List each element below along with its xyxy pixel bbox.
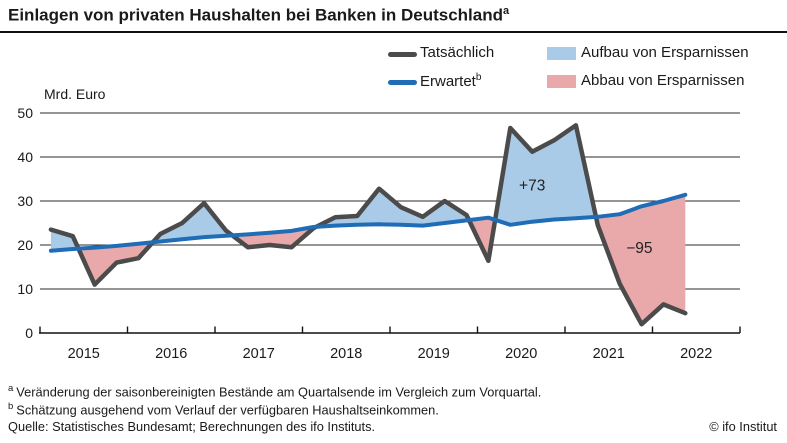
- savings-buildup-area: [495, 125, 596, 225]
- actual-line-swatch: [388, 52, 417, 57]
- y-axis-label: 0: [25, 325, 33, 341]
- page-title-text: Einlagen von privaten Haushalten bei Ban…: [8, 5, 503, 25]
- y-axis-label: 20: [17, 237, 33, 253]
- cumulative-annotation: +73: [519, 178, 545, 195]
- buildup-fill-swatch: [547, 47, 576, 60]
- page-title: Einlagen von privaten Haushalten bei Ban…: [8, 5, 509, 26]
- x-axis-label: 2015: [68, 346, 100, 362]
- copyright-note: © ifo Institut: [709, 419, 777, 434]
- x-axis-label: 2022: [680, 346, 712, 362]
- legend-row-1: Tatsächlich Aufbau von Ersparnissen: [0, 44, 787, 66]
- x-axis-label: 2020: [505, 346, 537, 362]
- title-footnote-marker: a: [503, 5, 510, 17]
- chart-line-actual: [48, 123, 688, 327]
- expected-line-swatch: [388, 80, 417, 85]
- chart-legend: Tatsächlich Aufbau von Ersparnissen Erwa…: [0, 44, 787, 102]
- x-axis-label: 2019: [418, 346, 450, 362]
- legend-label-drawdown: Abbau von Ersparnissen: [581, 72, 745, 89]
- chart-line-expected: [48, 192, 688, 253]
- legend-label-actual: Tatsächlich: [420, 44, 495, 61]
- x-axis-label: 2017: [243, 346, 275, 362]
- footnote-b-marker: b: [8, 401, 14, 412]
- cumulative-annotation: −95: [626, 240, 652, 257]
- drawdown-fill-swatch: [547, 75, 576, 88]
- x-axis-label: 2018: [330, 346, 362, 362]
- savings-drawdown-area: [596, 194, 686, 325]
- footnote-b-text: Schätzung ausgehend vom Verlauf der verf…: [16, 402, 439, 418]
- savings-buildup-area: [50, 229, 79, 251]
- y-axis-label: 10: [17, 281, 33, 297]
- footnote-a-text: Veränderung der saisonbereinigten Bestän…: [16, 384, 542, 400]
- y-axis-label: 40: [17, 149, 33, 165]
- source-note: Quelle: Statistisches Bundesamt; Berechn…: [8, 419, 376, 434]
- y-axis-label: 50: [17, 105, 33, 121]
- y-axis-unit-label: Mrd. Euro: [44, 86, 106, 102]
- expected-footnote-marker: b: [475, 72, 482, 83]
- chart-canvas: 0 10 20 30 40 50 2015 2016 2017 2018 2019 2020 2021 2…: [17, 105, 741, 362]
- footnote-a-marker: a: [8, 383, 14, 394]
- savings-buildup-area: [152, 203, 233, 243]
- legend-label-expected: Erwartetb: [420, 72, 481, 90]
- legend-row-2: Erwartetb Abbau von Ersparnissen: [0, 72, 787, 94]
- footnote-b: b Schätzung ausgehend vom Verlauf der ver…: [8, 401, 439, 417]
- title-divider: [0, 31, 787, 33]
- legend-label-expected-text: Erwartet: [420, 73, 476, 90]
- x-axis-label: 2021: [593, 346, 625, 362]
- legend-label-buildup: Aufbau von Ersparnissen: [581, 44, 749, 61]
- footnote-a: a Veränderung der saisonbereinigten Bestä…: [8, 383, 541, 399]
- y-axis-label: 30: [17, 193, 33, 209]
- x-axis-label: 2016: [155, 346, 187, 362]
